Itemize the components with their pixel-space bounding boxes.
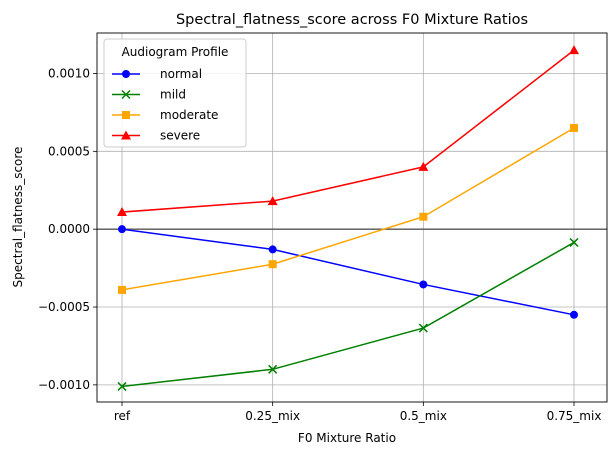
x-tick-label-0-25-mix: 0.25_mix xyxy=(245,409,300,423)
data-point-severe xyxy=(267,196,278,206)
legend-item-mild: mild xyxy=(112,88,186,102)
legend-label: normal xyxy=(160,67,202,81)
plot-frame xyxy=(96,32,608,403)
legend-item-severe: severe xyxy=(112,129,200,143)
series-moderate xyxy=(118,123,578,294)
legend-box xyxy=(103,38,247,148)
series-mild xyxy=(117,237,579,391)
legend-label: mild xyxy=(160,88,186,102)
data-point-severe xyxy=(569,45,579,55)
data-point-severe xyxy=(117,207,127,217)
legend-swatch-marker xyxy=(121,130,131,140)
legend-swatch-marker xyxy=(122,70,130,78)
series-line-severe xyxy=(121,49,575,213)
y-axis-label: Spectral_flatness_score xyxy=(11,147,25,288)
legend-swatch-marker xyxy=(121,89,131,100)
data-point-mild xyxy=(569,237,579,247)
data-point-severe xyxy=(418,161,429,171)
series-group xyxy=(117,45,579,391)
data-point-moderate xyxy=(570,123,578,132)
legend-swatch-marker xyxy=(122,111,130,119)
y-tick-label: −0.0010 xyxy=(38,378,90,392)
data-point-mild xyxy=(117,381,127,391)
data-point-normal xyxy=(268,245,277,254)
data-point-moderate xyxy=(419,212,428,221)
legend-label: moderate xyxy=(160,108,218,122)
x-axis-ticks: ref 0.25_mix 0.5_mix 0.75_mix xyxy=(114,402,602,423)
data-point-moderate xyxy=(268,260,277,269)
data-point-mild xyxy=(268,364,278,374)
y-axis-ticks: −0.0010 −0.0005 0.0000 0.0005 0.0010 xyxy=(38,66,97,392)
legend-label: severe xyxy=(160,129,200,143)
y-tick-label: 0.0000 xyxy=(48,222,90,236)
legend-item-moderate: moderate xyxy=(112,108,218,122)
data-point-mild xyxy=(418,323,428,333)
series-normal xyxy=(118,225,578,319)
series-line-normal xyxy=(121,228,575,316)
x-tick-label-0-75-mix: 0.75_mix xyxy=(547,409,602,423)
series-severe xyxy=(117,45,579,217)
legend-title: Audiogram Profile xyxy=(122,45,229,59)
chart-title: Spectral_flatness_score across F0 Mixtur… xyxy=(176,12,528,28)
series-line-mild xyxy=(121,241,575,388)
y-tick-label: −0.0005 xyxy=(38,300,90,314)
legend: Audiogram Profile normal mild moderate seve… xyxy=(103,38,247,148)
data-point-normal xyxy=(570,310,578,319)
data-point-normal xyxy=(118,225,126,234)
data-point-moderate xyxy=(118,285,126,294)
legend-item-normal: normal xyxy=(112,67,202,81)
x-axis-label: F0 Mixture Ratio xyxy=(298,431,396,445)
x-tick-label-ref: ref xyxy=(114,409,131,423)
y-tick-label: 0.0005 xyxy=(48,144,90,158)
y-tick-label: 0.0010 xyxy=(48,66,90,80)
data-point-normal xyxy=(419,280,428,289)
x-tick-label-0-5-mix: 0.5_mix xyxy=(400,409,447,423)
series-line-moderate xyxy=(121,127,575,291)
